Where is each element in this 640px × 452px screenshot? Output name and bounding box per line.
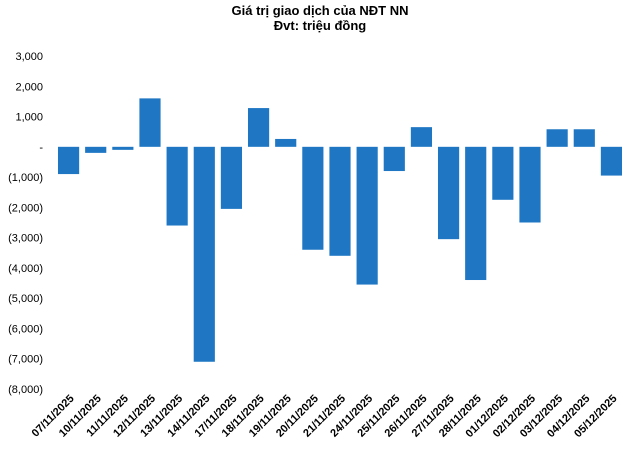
bar bbox=[112, 146, 134, 150]
bar bbox=[410, 127, 433, 147]
bar bbox=[329, 146, 351, 256]
y-tick-label: 3,000 bbox=[15, 51, 43, 63]
chart-subtitle: Đvt: triệu đồng bbox=[273, 18, 367, 33]
bar bbox=[275, 138, 297, 147]
y-tick-label: (1,000) bbox=[8, 172, 43, 184]
y-tick-label: 1,000 bbox=[15, 112, 43, 124]
bar bbox=[600, 146, 623, 176]
bar bbox=[302, 146, 324, 250]
bar bbox=[519, 146, 541, 223]
bar bbox=[437, 146, 460, 240]
bar bbox=[492, 146, 514, 200]
bar bbox=[166, 146, 188, 226]
y-tick-label: (4,000) bbox=[8, 263, 43, 275]
y-tick-label: (6,000) bbox=[8, 323, 43, 335]
bar bbox=[465, 146, 487, 281]
bar bbox=[383, 146, 405, 172]
bar bbox=[139, 98, 161, 147]
bar bbox=[57, 146, 80, 175]
bar bbox=[85, 146, 107, 153]
bar bbox=[573, 129, 595, 147]
bar bbox=[247, 108, 270, 147]
bar bbox=[220, 146, 243, 209]
y-tick-label: (8,000) bbox=[8, 384, 43, 396]
bar bbox=[546, 129, 568, 147]
y-tick-label: (2,000) bbox=[8, 202, 43, 214]
y-tick-label: 2,000 bbox=[15, 81, 43, 93]
y-tick-label: (5,000) bbox=[8, 293, 43, 305]
y-tick-label: - bbox=[39, 142, 43, 154]
bar bbox=[193, 146, 215, 362]
y-tick-label: (7,000) bbox=[8, 354, 43, 366]
bar bbox=[356, 146, 378, 285]
chart-title: Giá trị giao dịch của NĐT NN bbox=[231, 3, 409, 18]
y-tick-label: (3,000) bbox=[8, 233, 43, 245]
